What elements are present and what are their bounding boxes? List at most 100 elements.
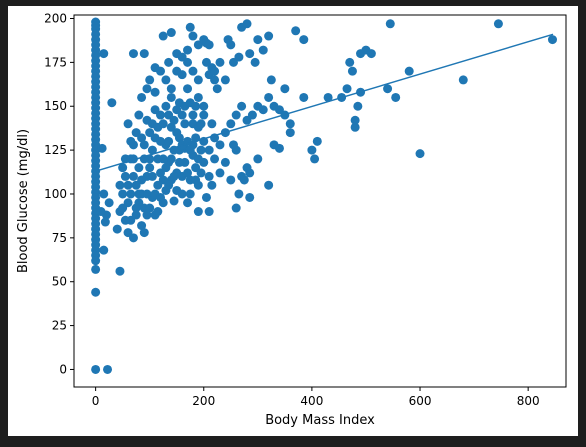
data-point bbox=[191, 101, 201, 111]
data-point bbox=[383, 84, 393, 94]
data-point bbox=[147, 171, 157, 181]
data-point bbox=[123, 119, 133, 129]
data-point bbox=[153, 207, 163, 217]
data-point bbox=[188, 110, 198, 120]
data-point bbox=[112, 224, 122, 234]
data-points bbox=[91, 17, 557, 374]
data-point bbox=[128, 49, 138, 59]
data-point bbox=[131, 210, 141, 220]
data-point bbox=[158, 31, 168, 41]
data-point bbox=[215, 168, 225, 178]
data-point bbox=[204, 145, 214, 155]
data-point bbox=[177, 70, 187, 80]
data-point bbox=[353, 101, 363, 111]
data-point bbox=[134, 189, 144, 199]
y-axis-label: Blood Glucose (mg/dl) bbox=[16, 129, 31, 273]
data-point bbox=[226, 175, 236, 185]
data-point bbox=[180, 119, 190, 129]
data-point bbox=[207, 180, 217, 190]
data-point bbox=[183, 45, 193, 55]
data-point bbox=[104, 198, 114, 208]
x-axis-label: Body Mass Index bbox=[265, 413, 375, 428]
data-point bbox=[415, 149, 425, 159]
data-point bbox=[164, 136, 174, 146]
data-point bbox=[196, 145, 206, 155]
data-point bbox=[164, 57, 174, 67]
data-point bbox=[226, 119, 236, 129]
axis-ticks: 0 200 400 600 800 0 25 50 75 100 125 150 175 200 bbox=[44, 12, 540, 408]
data-point bbox=[220, 75, 230, 85]
data-point bbox=[404, 66, 414, 76]
data-point bbox=[196, 168, 206, 178]
data-point bbox=[245, 192, 255, 202]
data-point bbox=[185, 189, 195, 199]
y-tick-label: 125 bbox=[44, 143, 67, 157]
plot-area bbox=[73, 14, 567, 388]
data-point bbox=[547, 35, 557, 45]
data-point bbox=[166, 84, 176, 94]
x-tick-label: 0 bbox=[92, 394, 100, 408]
x-tick-label: 400 bbox=[300, 394, 323, 408]
data-point bbox=[118, 163, 128, 173]
data-point bbox=[161, 101, 171, 111]
data-point bbox=[134, 163, 144, 173]
data-point bbox=[193, 92, 203, 102]
data-point bbox=[100, 217, 110, 227]
data-point bbox=[350, 122, 360, 132]
data-point bbox=[299, 35, 309, 45]
data-point bbox=[231, 110, 241, 120]
data-point bbox=[347, 66, 357, 76]
data-point bbox=[274, 143, 284, 153]
data-point bbox=[220, 157, 230, 167]
y-tick-label: 0 bbox=[59, 362, 67, 376]
y-tick-label: 175 bbox=[44, 55, 67, 69]
data-point bbox=[264, 31, 274, 41]
data-point bbox=[188, 66, 198, 76]
y-tick-label: 150 bbox=[44, 99, 67, 113]
data-point bbox=[183, 84, 193, 94]
y-tick-label: 75 bbox=[52, 231, 67, 245]
data-point bbox=[458, 75, 468, 85]
data-point bbox=[258, 45, 268, 55]
data-point bbox=[137, 92, 147, 102]
data-point bbox=[145, 203, 155, 213]
data-point bbox=[158, 119, 168, 129]
data-point bbox=[350, 115, 360, 125]
data-point bbox=[166, 154, 176, 164]
data-point bbox=[280, 84, 290, 94]
y-tick-label: 50 bbox=[52, 275, 67, 289]
data-point bbox=[142, 84, 152, 94]
data-point bbox=[147, 145, 157, 155]
data-point bbox=[183, 168, 193, 178]
data-point bbox=[137, 221, 147, 231]
data-point bbox=[264, 92, 274, 102]
data-point bbox=[253, 35, 263, 45]
data-point bbox=[312, 136, 322, 146]
data-point bbox=[126, 136, 136, 146]
data-point bbox=[166, 28, 176, 38]
data-point bbox=[128, 171, 138, 181]
data-point bbox=[118, 189, 128, 199]
data-point bbox=[137, 133, 147, 143]
data-point bbox=[247, 110, 257, 120]
data-point bbox=[103, 364, 113, 374]
data-point bbox=[99, 245, 109, 255]
trend-line-group bbox=[95, 33, 554, 172]
data-point bbox=[161, 163, 171, 173]
data-point bbox=[199, 101, 209, 111]
data-point bbox=[123, 180, 133, 190]
data-point bbox=[193, 154, 203, 164]
trend-line bbox=[95, 33, 554, 172]
data-point bbox=[185, 22, 195, 32]
data-point bbox=[299, 92, 309, 102]
data-point bbox=[204, 171, 214, 181]
data-point bbox=[188, 31, 198, 41]
data-point bbox=[204, 40, 214, 50]
data-point bbox=[391, 92, 401, 102]
data-point bbox=[142, 189, 152, 199]
data-point bbox=[145, 163, 155, 173]
data-point bbox=[166, 92, 176, 102]
data-point bbox=[91, 256, 101, 266]
data-point bbox=[99, 189, 109, 199]
